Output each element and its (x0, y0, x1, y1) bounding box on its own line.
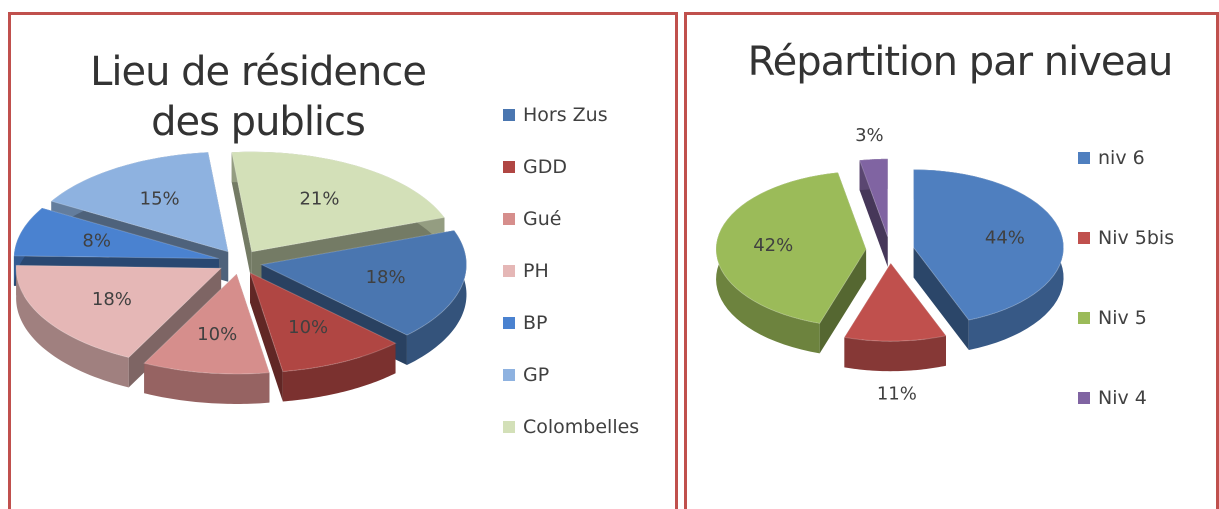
legend-label: Niv 5bis (1098, 227, 1175, 249)
legend-entry: PH (503, 259, 549, 283)
data-label: 11% (877, 384, 917, 405)
data-label: 21% (299, 188, 339, 209)
legend-label: Colombelles (523, 416, 640, 438)
pie-slice (715, 172, 867, 324)
panel (8, 12, 678, 509)
data-label: 15% (140, 189, 180, 210)
legend-label: niv 6 (1098, 147, 1145, 169)
legend-entry: Gué (503, 207, 561, 231)
chart-title: Répartition par niveau (747, 39, 1174, 85)
data-label: 42% (753, 235, 793, 256)
data-label: 10% (288, 317, 328, 338)
legend-swatch (503, 213, 515, 225)
legend-label: Niv 4 (1098, 387, 1147, 409)
legend-entry: Niv 4 (1078, 386, 1147, 410)
data-label: 44% (985, 227, 1025, 248)
legend-swatch (503, 421, 515, 433)
data-label: 18% (92, 289, 132, 310)
pie-side (819, 249, 867, 354)
legend-swatch (1078, 152, 1090, 164)
legend-swatch (503, 317, 515, 329)
pie-side (16, 265, 129, 388)
pie-side (282, 343, 396, 402)
legend-entry: GP (503, 363, 549, 387)
legend-entry: Colombelles (503, 415, 639, 439)
legend-entry: Niv 5bis (1078, 226, 1174, 250)
legend-swatch (503, 109, 515, 121)
pie-side (844, 335, 946, 372)
pie-slice (143, 273, 271, 375)
data-label: 3% (855, 125, 884, 146)
pie-slice (858, 158, 889, 238)
legend-swatch (1078, 232, 1090, 244)
pie-side (913, 247, 969, 351)
pie-side (250, 272, 283, 402)
pie-side (406, 230, 467, 366)
pie-slice (249, 271, 397, 373)
pie-side (144, 363, 270, 404)
pie-slice (13, 207, 219, 260)
legend-swatch (1078, 312, 1090, 324)
chart-title: Lieu de résidence des publics (90, 49, 427, 145)
legend-label: PH (523, 260, 549, 282)
legend-swatch (503, 265, 515, 277)
legend-label: GP (523, 364, 550, 386)
legend-entry: GDD (503, 155, 567, 179)
pie-slice (259, 229, 467, 336)
legend-label: Hors Zus (523, 104, 608, 126)
legend-entry: Hors Zus (503, 103, 608, 127)
legend-label: GDD (523, 156, 567, 178)
legend-label: BP (523, 312, 548, 334)
data-label: 18% (366, 267, 406, 288)
legend-label: Gué (523, 208, 562, 230)
pie-slice (231, 151, 446, 253)
legend-entry: Niv 5 (1078, 306, 1147, 330)
legend-label: Niv 5 (1098, 307, 1147, 329)
legend-entry: niv 6 (1078, 146, 1145, 170)
data-label: 8% (82, 231, 111, 252)
legend-swatch (503, 161, 515, 173)
pie-slice (843, 262, 947, 342)
pie-side (231, 152, 252, 282)
legend-swatch (1078, 392, 1090, 404)
panel (684, 12, 1219, 509)
legend-entry: BP (503, 311, 548, 335)
legend-swatch (503, 369, 515, 381)
pie-slice (50, 151, 229, 253)
pie-slice (913, 169, 1065, 321)
pie-slice (15, 264, 223, 359)
data-label: 10% (197, 324, 237, 345)
